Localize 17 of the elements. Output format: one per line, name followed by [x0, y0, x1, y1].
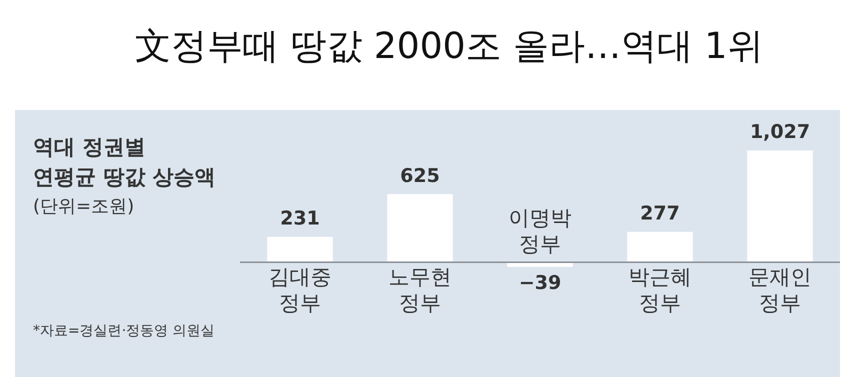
- x-tick-label: 노무현 정부: [388, 265, 452, 316]
- bar: [627, 232, 693, 263]
- data-label: 1,027: [750, 121, 810, 144]
- x-tick-label: 이명박 정부: [508, 206, 572, 256]
- x-tick-label: 문재인 정부: [748, 265, 812, 316]
- text: *자료=경실련·정동영 의원실: [33, 322, 215, 340]
- bar: [267, 236, 333, 263]
- x-tick-label: 박근혜 정부: [628, 265, 692, 316]
- data-label: 277: [640, 202, 680, 225]
- data-label: −39: [518, 272, 562, 294]
- text: 역대 정권별 연평균 땅값 상승액 (단위=조원): [33, 134, 216, 219]
- bar: [387, 194, 453, 263]
- data-label: 231: [280, 208, 320, 230]
- data-label: 625: [400, 164, 440, 187]
- chart-title: 文정부때 땅값 2000조 올라…역대 1위: [135, 25, 764, 69]
- bar: [747, 150, 813, 263]
- x-tick-label: 김대중 정부: [268, 265, 332, 316]
